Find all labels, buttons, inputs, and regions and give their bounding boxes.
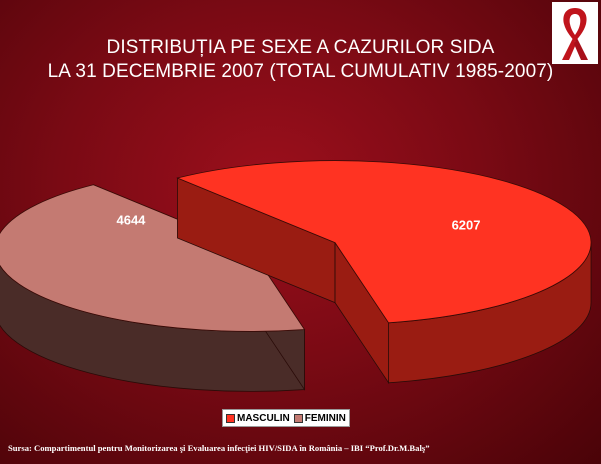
title-line-2: LA 31 DECEMBRIE 2007 (TOTAL CUMULATIV 19… — [47, 61, 554, 82]
pie-top-feminin — [0, 184, 306, 332]
data-label-masculin: 6207 — [452, 218, 481, 233]
legend-label-feminin: FEMININ — [304, 412, 346, 424]
pie-slice-feminin — [0, 184, 306, 392]
legend-item-feminin: FEMININ — [293, 412, 346, 424]
pie-top-masculin — [176, 160, 592, 324]
source-note: Sursa: Compartimentul pentru Monitorizar… — [8, 443, 430, 453]
slide-title: DISTRIBUȚIA PE SEXE A CAZURILOR SIDA LA … — [0, 36, 601, 84]
data-label-feminin: 4644 — [116, 212, 146, 227]
legend-item-masculin: MASCULIN — [226, 413, 290, 424]
title-line-1: DISTRIBUȚIA PE SEXE A CAZURILOR SIDA — [106, 37, 495, 58]
legend-label-masculin: MASCULIN — [237, 412, 290, 424]
legend-swatch-feminin — [293, 413, 303, 423]
legend-swatch-masculin — [226, 413, 235, 423]
pie-slice-masculin — [176, 160, 592, 385]
red-ribbon-icon — [552, 2, 598, 64]
chart-legend: MASCULIN FEMININ — [222, 409, 350, 427]
